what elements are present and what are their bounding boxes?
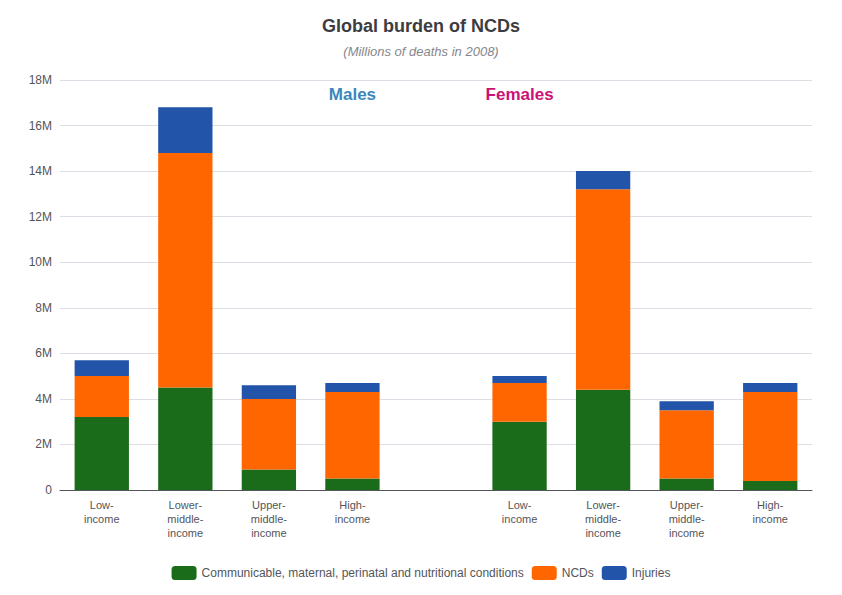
svg-text:Low-: Low-: [90, 499, 114, 511]
svg-text:NCDs: NCDs: [562, 566, 594, 580]
svg-text:12M: 12M: [29, 210, 52, 224]
svg-text:18M: 18M: [29, 73, 52, 87]
svg-text:income: income: [502, 513, 537, 525]
svg-text:income: income: [168, 527, 203, 539]
svg-text:High-: High-: [339, 499, 366, 511]
svg-text:income: income: [585, 527, 620, 539]
svg-text:Lower-: Lower-: [586, 499, 620, 511]
svg-text:0: 0: [45, 483, 52, 497]
svg-text:16M: 16M: [29, 119, 52, 133]
svg-text:middle-: middle-: [585, 513, 621, 525]
svg-text:Communicable, maternal, perina: Communicable, maternal, perinatal and nu…: [202, 566, 524, 580]
svg-text:Injuries: Injuries: [632, 566, 671, 580]
svg-text:middle-: middle-: [251, 513, 287, 525]
svg-text:High-: High-: [757, 499, 784, 511]
svg-text:Upper-: Upper-: [252, 499, 286, 511]
svg-text:income: income: [669, 527, 704, 539]
svg-text:income: income: [752, 513, 787, 525]
svg-text:4M: 4M: [35, 392, 52, 406]
svg-text:middle-: middle-: [669, 513, 705, 525]
svg-text:8M: 8M: [35, 301, 52, 315]
svg-text:Low-: Low-: [508, 499, 532, 511]
svg-text:Females: Females: [486, 85, 554, 104]
svg-text:Males: Males: [329, 85, 376, 104]
svg-text:(Millions of deaths in 2008): (Millions of deaths in 2008): [343, 44, 498, 59]
svg-text:6M: 6M: [35, 346, 52, 360]
svg-text:Upper-: Upper-: [670, 499, 704, 511]
svg-text:income: income: [251, 527, 286, 539]
svg-text:2M: 2M: [35, 437, 52, 451]
svg-text:Global burden of NCDs: Global burden of NCDs: [322, 16, 520, 36]
svg-text:middle-: middle-: [167, 513, 203, 525]
svg-text:10M: 10M: [29, 255, 52, 269]
svg-text:income: income: [335, 513, 370, 525]
svg-text:14M: 14M: [29, 164, 52, 178]
svg-text:Lower-: Lower-: [169, 499, 203, 511]
svg-text:income: income: [84, 513, 119, 525]
